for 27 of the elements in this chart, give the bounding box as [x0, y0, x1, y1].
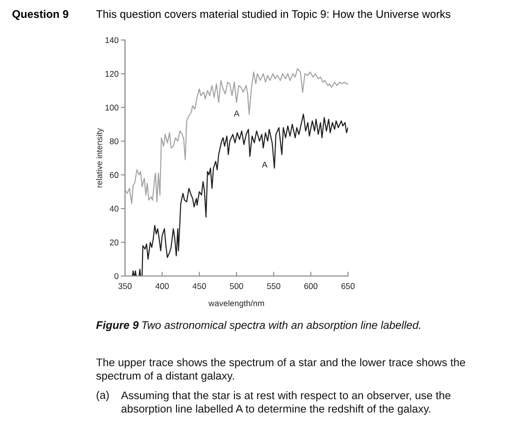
line-series [125, 68, 348, 204]
annotation: A [262, 162, 268, 168]
x-tick-label: 650 [341, 283, 355, 290]
text: (a) [96, 390, 109, 402]
y-tick-label: 140 [105, 37, 118, 44]
x-axis-title: wavelength/nm [208, 300, 264, 308]
y-tick-label: 100 [105, 104, 118, 111]
chart-title: Question 9 [12, 10, 68, 20]
y-axis-title: relative intensity [96, 128, 104, 188]
y-tick-label: 20 [110, 239, 118, 246]
y-tick-label: 120 [105, 70, 118, 77]
x-tick-label: 400 [155, 283, 169, 290]
text: Two astronomical spectra with an absorption line labelled. [142, 320, 420, 332]
x-tick-label: 600 [304, 283, 318, 290]
x-tick-label: 450 [192, 283, 206, 290]
annotation: A [234, 110, 240, 116]
text: Assuming that the star is at rest with respect to an observer, use the absorption line labelled A to determine the redshift of the galaxy. [121, 391, 450, 415]
x-tick-label: 350 [118, 283, 132, 290]
text: The upper trace shows the spectrum of a star and the lower trace shows the spectrum of a distant galaxy. [96, 358, 466, 382]
y-tick-label: 0 [114, 273, 118, 280]
y-tick-label: 60 [110, 172, 118, 178]
x-tick-label: 550 [267, 283, 280, 290]
caption: Figure 9 [96, 320, 139, 332]
y-tick-label: 40 [110, 206, 118, 212]
x-tick-label: 500 [230, 283, 244, 290]
chart-subtitle: This question covers material studied in Topic 9: How the Universe works [96, 10, 450, 20]
y-tick-label: 80 [110, 138, 118, 144]
